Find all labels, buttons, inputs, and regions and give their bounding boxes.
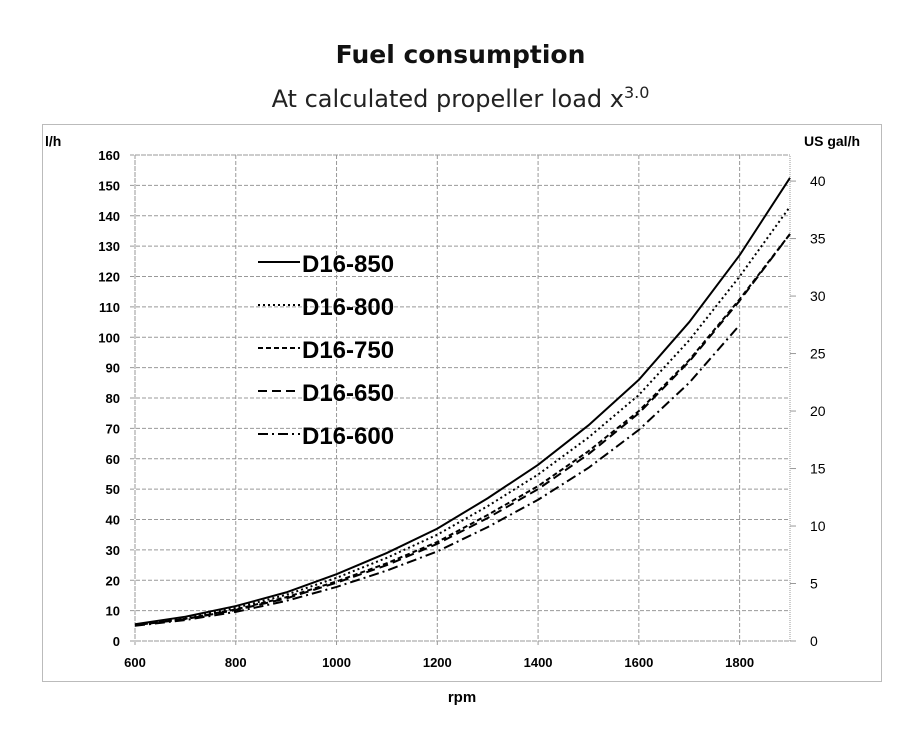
y-tick-label: 140 (98, 209, 120, 224)
chart-subtitle: At calculated propeller load x3.0 (0, 83, 921, 113)
y-tick-label: 0 (113, 634, 120, 649)
y-tick-label: 20 (106, 573, 120, 588)
y2-tick-label: 30 (810, 288, 826, 304)
y-tick-label: 160 (98, 148, 120, 163)
y2-tick-label: 10 (810, 518, 826, 534)
x-tick-label: 1600 (624, 655, 653, 670)
y-tick-label: 90 (106, 361, 120, 376)
x-tick-label: 1400 (524, 655, 553, 670)
y-tick-label: 150 (98, 178, 120, 193)
y-tick-label: 80 (106, 391, 120, 406)
y2-tick-label: 40 (810, 173, 826, 189)
y2-axis-label: US gal/h (804, 133, 860, 149)
chart-frame (42, 124, 882, 682)
y-tick-label: 40 (106, 513, 120, 528)
y-tick-label: 130 (98, 239, 120, 254)
series-line-d16-750 (134, 233, 791, 627)
y-tick-label: 60 (106, 452, 120, 467)
legend-label: D16-650 (302, 380, 394, 407)
y2-tick-label: 25 (810, 346, 826, 362)
subtitle-text: At calculated propeller load x (271, 85, 624, 113)
legend-label: D16-750 (302, 337, 394, 364)
y2-tick-label: 15 (810, 461, 826, 477)
x-tick-label: 1000 (322, 655, 351, 670)
subtitle-exponent: 3.0 (623, 83, 650, 102)
legend-label: D16-800 (302, 294, 394, 321)
y-tick-label: 70 (106, 421, 120, 436)
y-tick-label: 30 (106, 543, 120, 558)
y-tick-label: 10 (106, 604, 120, 619)
legend-label: D16-600 (302, 423, 394, 450)
x-tick-label: 600 (124, 655, 146, 670)
chart-title: Fuel consumption (335, 40, 586, 69)
plot-area-border (134, 154, 791, 642)
x-tick-label: 1200 (423, 655, 452, 670)
y-tick-label: 50 (106, 482, 120, 497)
y2-tick-label: 5 (810, 576, 818, 592)
series-line-d16-800 (134, 206, 791, 626)
y-tick-label: 100 (98, 330, 120, 345)
x-tick-label: 1800 (725, 655, 754, 670)
y-axis-label: l/h (45, 133, 61, 149)
y-tick-label: 120 (98, 270, 120, 285)
y2-tick-label: 20 (810, 403, 826, 419)
legend-label: D16-850 (302, 251, 394, 278)
series-line-d16-850 (134, 177, 791, 626)
x-axis-label: rpm (448, 689, 476, 706)
y2-tick-label: 35 (810, 231, 826, 247)
series-line-d16-650 (134, 233, 791, 627)
y2-tick-label: 0 (810, 633, 818, 649)
series-line-d16-600 (134, 324, 741, 627)
y-tick-label: 110 (99, 300, 120, 315)
x-tick-label: 800 (225, 655, 247, 670)
